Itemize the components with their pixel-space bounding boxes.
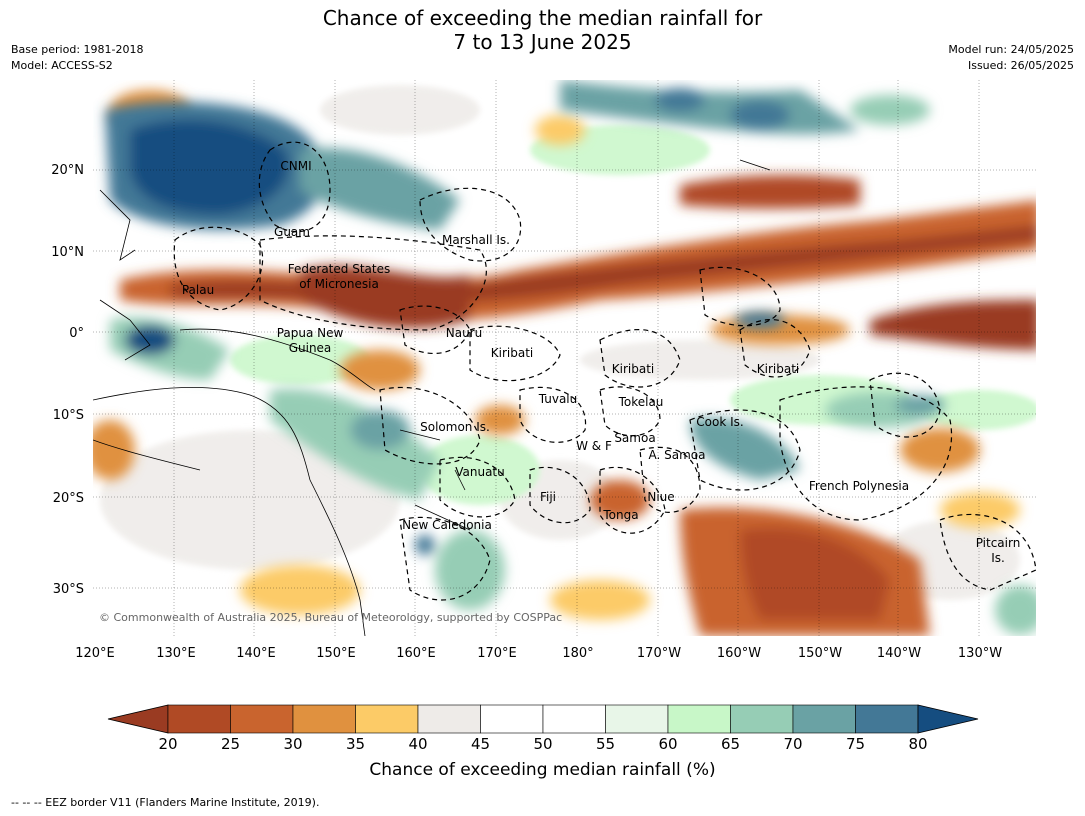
eez-borders (173, 141, 1036, 601)
lon-tick-label: 170°E (477, 646, 517, 661)
place-label: Palau (182, 283, 214, 297)
place-label: Marshall Is. (442, 233, 510, 247)
colorbar-segment (667, 704, 731, 734)
colorbar-segment (730, 704, 794, 734)
lon-tick-label: 120°E (75, 646, 115, 661)
place-label: Federated States (288, 262, 390, 276)
colorbar-title: Chance of exceeding median rainfall (%) (369, 760, 716, 780)
colorbar-segment (480, 704, 544, 734)
colorbar-tick-label: 80 (908, 735, 927, 753)
colorbar-segment (167, 704, 231, 734)
lon-tick-label: 140°E (236, 646, 276, 661)
meta-left: Base period: 1981-2018 Model: ACCESS-S2 (11, 42, 143, 74)
colorbar-tick-label: 30 (283, 735, 302, 753)
place-label: Papua New (277, 326, 344, 340)
place-label: Tuvalu (538, 392, 578, 406)
place-label: Guinea (289, 341, 332, 355)
colorbar-segment (292, 704, 356, 734)
place-label: of Micronesia (299, 277, 379, 291)
colorbar-segment (355, 704, 419, 734)
place-label: Is. (991, 551, 1005, 565)
base-period: Base period: 1981-2018 (11, 43, 144, 56)
issued-date: Issued: 26/05/2025 (967, 59, 1074, 72)
lon-tick-label: 150°W (798, 646, 842, 661)
graticule (93, 80, 1036, 636)
colorbar-tick-label: 25 (221, 735, 240, 753)
meta-right: Model run: 24/05/2025 Issued: 26/05/2025 (948, 42, 1074, 74)
colorbar-segment (417, 704, 481, 734)
lon-tick-label: 140°W (877, 646, 921, 661)
place-label: Niue (647, 490, 674, 504)
lat-tick-label: 0° (69, 326, 84, 341)
colorbar-segment (792, 704, 856, 734)
lon-tick-label: 180° (562, 646, 593, 661)
lat-tick-label: 20°S (53, 491, 84, 506)
place-label: Kiribati (757, 362, 799, 376)
lat-tick-label: 10°N (51, 245, 84, 260)
colorbar-tick-label: 45 (471, 735, 490, 753)
colorbar-segment (542, 704, 606, 734)
place-label: Fiji (540, 490, 556, 504)
model-name: Model: ACCESS-S2 (11, 59, 113, 72)
colorbar-tick-label: 20 (158, 735, 177, 753)
lon-axis: 120°E 130°E 140°E 150°E 160°E 170°E 180°… (75, 646, 1002, 661)
place-label: W & F (576, 439, 612, 453)
colorbar-tick-label: 55 (596, 735, 615, 753)
colorbar-tick-label: 50 (533, 735, 552, 753)
place-label: New Caledonia (402, 518, 492, 532)
colorbar-tick-label: 65 (721, 735, 740, 753)
title-line-1: Chance of exceeding the median rainfall … (322, 6, 763, 30)
place-labels: CNMI Guam Marshall Is. Federated States … (182, 159, 1020, 565)
lon-tick-label: 150°E (316, 646, 356, 661)
place-label: Kiribati (612, 362, 654, 376)
colorbar-segment (230, 704, 294, 734)
colorbar-tick-label: 60 (658, 735, 677, 753)
place-label: A. Samoa (649, 448, 706, 462)
map-field: CNMI Guam Marshall Is. Federated States … (93, 80, 1036, 636)
lat-tick-label: 10°S (53, 408, 84, 423)
lat-tick-label: 20°N (51, 163, 84, 178)
model-run: Model run: 24/05/2025 (948, 43, 1074, 56)
colorbar-tick-label: 40 (408, 735, 427, 753)
place-label: Pitcairn (976, 536, 1021, 550)
colorbar-segment (605, 704, 669, 734)
lat-axis: 20°N 10°N 0° 10°S 20°S 30°S (51, 163, 84, 597)
place-label: Samoa (614, 431, 655, 445)
place-label: Solomon Is. (420, 420, 490, 434)
map-title: Chance of exceeding the median rainfall … (0, 6, 1085, 54)
place-label: Vanuatu (455, 465, 505, 479)
lon-tick-label: 160°W (717, 646, 761, 661)
lon-tick-label: 130°E (156, 646, 196, 661)
place-label: Tonga (602, 508, 638, 522)
colorbar-tick-label: 35 (346, 735, 365, 753)
place-label: Guam (274, 225, 310, 239)
colorbar-extend-high (917, 704, 979, 734)
lat-tick-label: 30°S (53, 582, 84, 597)
place-label: French Polynesia (809, 479, 909, 493)
place-label: Nauru (446, 326, 482, 340)
place-label: Kiribati (491, 346, 533, 360)
colorbar-extend-low (107, 704, 169, 734)
lon-tick-label: 160°E (396, 646, 436, 661)
colorbar-tick-label: 70 (783, 735, 802, 753)
place-label: CNMI (280, 159, 311, 173)
colorbar-tick-label: 75 (846, 735, 865, 753)
colorbar-segment (855, 704, 919, 734)
place-label: Cook Is. (696, 415, 743, 429)
title-line-2: 7 to 13 June 2025 (453, 30, 632, 54)
colorbar: 20 25 30 35 40 45 50 55 60 65 70 75 80 (107, 704, 979, 753)
copyright-text: © Commonwealth of Australia 2025, Bureau… (99, 611, 562, 624)
place-label: Tokelau (618, 395, 664, 409)
eez-note: -- -- -- EEZ border V11 (Flanders Marine… (11, 796, 320, 809)
lon-tick-label: 130°W (958, 646, 1002, 661)
lon-tick-label: 170°W (637, 646, 681, 661)
coastlines (93, 159, 771, 636)
